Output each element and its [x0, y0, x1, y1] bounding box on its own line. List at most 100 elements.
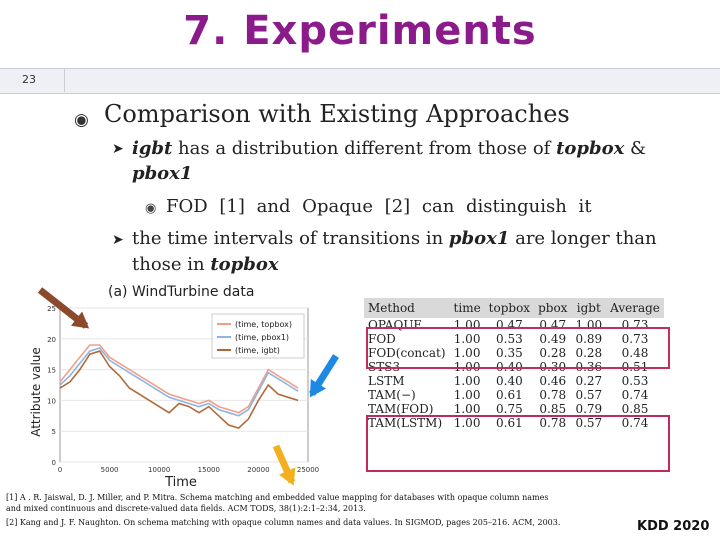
header-band: [0, 68, 720, 94]
method-cell: TAM(−): [368, 388, 416, 402]
column-header: time: [449, 298, 485, 318]
x-tick-label: 5000: [101, 466, 119, 474]
score-cell: 0.40: [496, 374, 523, 388]
y-axis-label: Attribute value: [29, 347, 43, 437]
score-cell: 0.85: [621, 402, 649, 416]
slide-title: 7. Experiments: [183, 8, 537, 54]
arrow-bullet-icon: ➤: [112, 232, 124, 248]
point-1-sub: FOD [1] and Opaque [2] can distinguish i…: [166, 196, 592, 217]
point-1-line-1: igbt has a distribution different from t…: [132, 137, 646, 161]
method-cell: FOD(concat): [368, 346, 446, 360]
score-cell: 0.74: [621, 388, 649, 402]
score-cell: 0.35: [496, 346, 523, 360]
method-cell: TAM(LSTM): [368, 416, 443, 430]
series-line: [59, 350, 299, 430]
point-1-line-2: pbox1: [132, 162, 192, 186]
method-cell: TAM(FOD): [368, 402, 434, 416]
y-tick-label: 20: [47, 336, 56, 344]
point-1-amp: &: [624, 138, 647, 159]
method-cell: FOD: [368, 332, 396, 346]
table-row: TAM(LSTM) 1.00 0.61 0.78 0.57 0.74: [364, 416, 664, 430]
reference-1: [1] A . R. Jaiswal, D. J. Miller, and P.…: [6, 493, 549, 502]
reference-2: [2] Kang and J. F. Naughton. On schema m…: [6, 518, 561, 527]
column-header: topbox: [484, 298, 535, 318]
highlight-tam: [366, 415, 670, 472]
score-cell: 0.28: [575, 346, 603, 360]
y-tick-label: 10: [47, 397, 56, 405]
column-header: igbt: [571, 298, 607, 318]
y-tick-label: 0: [52, 459, 56, 467]
score-cell: 1.00: [453, 346, 481, 360]
score-cell: 0.46: [539, 374, 567, 388]
x-axis-label: Time: [164, 475, 197, 490]
legend-label: (time, igbt): [235, 346, 280, 355]
venue-label: KDD 2020: [637, 519, 710, 534]
method-cell: LSTM: [368, 374, 405, 388]
legend-label: (time, topbox): [235, 320, 292, 329]
column-header: Average: [606, 298, 664, 318]
score-cell: 0.48: [621, 346, 649, 360]
point-2-text-c: those in: [132, 254, 211, 275]
x-tick-label: 15000: [198, 466, 220, 474]
series-line: [59, 344, 299, 414]
sub-bullet-icon: ◉: [145, 201, 157, 216]
point-2-text: the time intervals of transitions in: [132, 228, 449, 249]
highlight-opaque-fod: [366, 327, 670, 369]
score-cell: 0.61: [496, 388, 523, 402]
score-cell: 1.00: [453, 416, 481, 430]
x-tick-label: 25000: [297, 466, 319, 474]
score-cell: 0.53: [496, 332, 523, 346]
point-2-line-2: those in topbox: [132, 253, 279, 277]
table-row: TAM(FOD) 1.00 0.75 0.85 0.79 0.85: [364, 402, 664, 416]
slide-number: 23: [22, 73, 36, 86]
score-cell: 0.89: [575, 332, 603, 346]
arrow-bullet-icon: ➤: [112, 141, 124, 157]
score-cell: 0.74: [621, 416, 649, 430]
term-pbox1: pbox1: [132, 163, 193, 184]
table-row: FOD 1.00 0.53 0.49 0.89 0.73: [364, 332, 664, 346]
wind-turbine-chart: Attribute value Time 0 5 10 15 20 25 0 5000 1000…: [29, 305, 319, 490]
score-cell: 0.53: [621, 374, 649, 388]
point-2-text-b: are longer than: [509, 228, 657, 249]
x-tick-label: 20000: [247, 466, 269, 474]
term-igbt: igbt: [132, 138, 173, 159]
score-cell: 1.00: [453, 332, 481, 346]
score-cell: 0.73: [621, 332, 649, 346]
y-tick-label: 25: [47, 305, 56, 313]
score-cell: 0.78: [539, 416, 567, 430]
point-1-text: has a distribution different from those …: [172, 138, 557, 159]
score-cell: 0.57: [575, 388, 603, 402]
score-cell: 0.85: [539, 402, 567, 416]
circled-bullet-icon: ◉: [74, 110, 89, 130]
legend-label: (time, pbox1): [235, 333, 289, 342]
score-cell: 0.28: [539, 346, 567, 360]
score-cell: 0.49: [539, 332, 567, 346]
term-pbox1: pbox1: [448, 228, 510, 249]
score-cell: 0.79: [575, 402, 603, 416]
term-topbox: topbox: [556, 138, 625, 159]
comparison-table: Method time topbox pbox igbt Average OPAQUE 1.…: [364, 298, 664, 430]
point-2-line-1: the time intervals of transitions in pbo…: [132, 227, 657, 251]
score-cell: 0.78: [539, 388, 567, 402]
chart-title: (a) WindTurbine data: [108, 284, 255, 300]
table-row: FOD(concat) 1.00 0.35 0.28 0.28 0.48: [364, 346, 664, 360]
score-cell: 1.00: [453, 374, 481, 388]
reference-1-cont: and mixed continuous and discrete-valued…: [6, 504, 366, 513]
table-row: TAM(−) 1.00 0.61 0.78 0.57 0.74: [364, 388, 664, 402]
comparison-table-panel: Method time topbox pbox igbt Average OPAQUE 1.…: [364, 298, 694, 468]
series-line: [59, 347, 299, 417]
score-cell: 0.75: [496, 402, 523, 416]
table-header-row: Method time topbox pbox igbt Average: [364, 298, 664, 318]
column-header: Method: [364, 298, 450, 318]
x-tick-label: 10000: [148, 466, 170, 474]
header-divider: [64, 69, 65, 92]
table-row: LSTM 1.00 0.40 0.46 0.27 0.53: [364, 374, 664, 388]
term-topbox: topbox: [210, 254, 279, 275]
y-tick-label: 5: [52, 428, 56, 436]
y-tick-label: 15: [47, 367, 56, 375]
score-cell: 1.00: [453, 388, 481, 402]
score-cell: 0.61: [496, 416, 523, 430]
x-tick-label: 0: [58, 466, 62, 474]
score-cell: 0.27: [575, 374, 603, 388]
score-cell: 1.00: [453, 402, 481, 416]
